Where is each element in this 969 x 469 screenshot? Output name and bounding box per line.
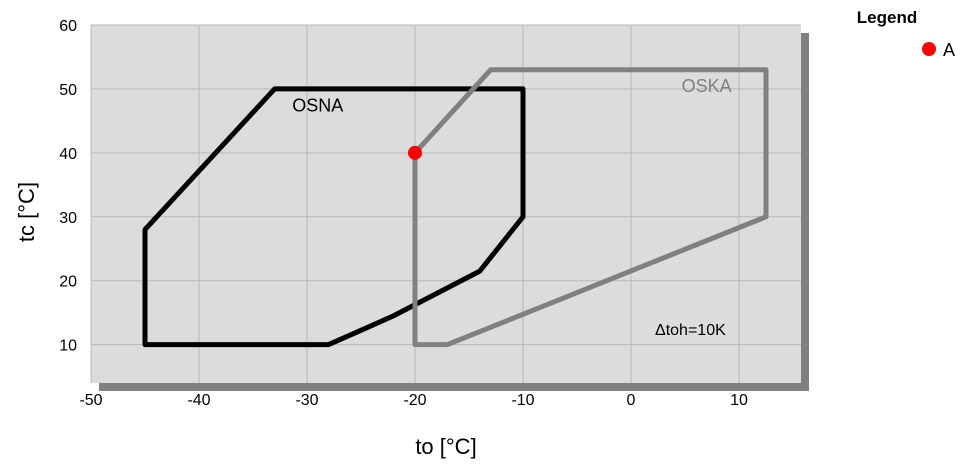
legend-label-a: A <box>943 40 955 60</box>
x-tick-label: -30 <box>295 392 318 409</box>
y-tick-label: 10 <box>59 338 77 355</box>
y-tick-label: 20 <box>59 274 77 291</box>
x-axis-label: to [°C] <box>415 434 476 459</box>
y-tick-label: 50 <box>59 82 77 99</box>
region-label-oska: OSKA <box>682 76 732 96</box>
annotation-label: Δtoh=10K <box>655 322 726 339</box>
y-tick-label: 30 <box>59 210 77 227</box>
point-a <box>408 145 422 160</box>
legend-entries: A <box>922 40 955 60</box>
y-tick-label: 60 <box>59 18 77 35</box>
y-tick-label: 40 <box>59 146 77 163</box>
series-osna <box>142 86 526 348</box>
legend-title: Legend <box>857 8 917 27</box>
region-labels: OSNA OSKA Δtoh=10K <box>292 76 731 339</box>
x-tick-label: 10 <box>730 392 748 409</box>
x-tick-label: 0 <box>627 392 636 409</box>
x-axis-ticks: -50 -40 -30 -20 -10 0 10 <box>79 392 748 409</box>
x-tick-label: -50 <box>79 392 102 409</box>
region-label-osna: OSNA <box>292 95 343 115</box>
plot-area <box>91 25 801 383</box>
y-axis-label: tc [°C] <box>14 182 39 242</box>
legend: Legend A <box>857 8 955 60</box>
x-tick-label: -10 <box>511 392 534 409</box>
data-points <box>408 145 422 160</box>
legend-marker-a <box>922 42 936 56</box>
y-axis-ticks: 10 20 30 40 50 60 <box>59 18 77 355</box>
x-tick-label: -40 <box>187 392 210 409</box>
x-tick-label: -20 <box>403 392 426 409</box>
